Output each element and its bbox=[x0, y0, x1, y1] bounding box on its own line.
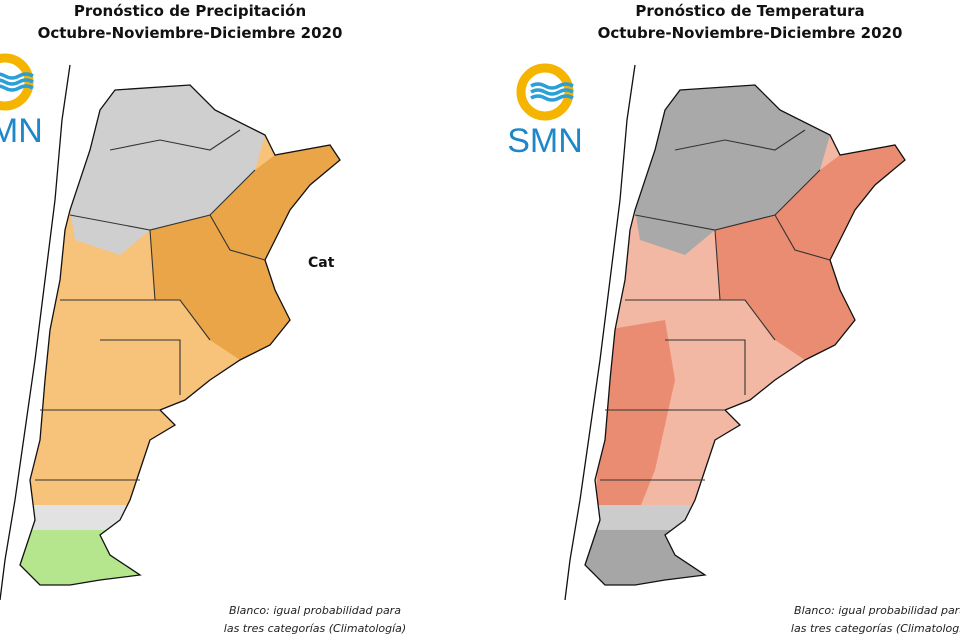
province-border bbox=[674, 129, 806, 151]
title: Pronóstico de Temperatura bbox=[635, 2, 864, 20]
province-border bbox=[109, 129, 241, 151]
note: Blanco: igual probabilidad para bbox=[229, 604, 401, 617]
region-south bbox=[585, 530, 905, 585]
province-border bbox=[634, 169, 821, 231]
logo-wave bbox=[0, 78, 34, 86]
region-east bbox=[150, 145, 340, 360]
subtitle: Octubre-Noviembre-Diciembre 2020 bbox=[38, 24, 343, 42]
province-border bbox=[665, 339, 746, 395]
logo-wave bbox=[530, 88, 574, 96]
title: Pronóstico de Precipitación bbox=[74, 2, 306, 20]
logo-wave bbox=[0, 72, 34, 80]
region-west bbox=[595, 320, 675, 520]
map-label: Cat bbox=[308, 255, 335, 271]
precipitation-panel: Pronóstico de Precipitación Octubre-Novie… bbox=[0, 2, 406, 635]
coastline bbox=[0, 64, 71, 601]
province-border bbox=[714, 229, 776, 341]
logo-wave bbox=[530, 82, 574, 90]
logo-text: SMN bbox=[0, 112, 43, 150]
region-north bbox=[635, 85, 830, 255]
province-border bbox=[100, 339, 181, 395]
province-border bbox=[774, 214, 831, 261]
note: las tres categorías (Climatología) bbox=[224, 622, 406, 635]
province-border bbox=[69, 169, 256, 231]
region-north bbox=[70, 85, 265, 255]
subtitle: Octubre-Noviembre-Diciembre 2020 bbox=[598, 24, 903, 42]
note: Blanco: igual probabilidad para bbox=[794, 604, 960, 617]
province-border bbox=[149, 229, 211, 341]
logo-text: SMN bbox=[507, 122, 583, 160]
logo-wave bbox=[530, 94, 574, 102]
note: las tres categorías (Climatología bbox=[791, 622, 960, 635]
region-south bbox=[20, 530, 340, 585]
coastline bbox=[564, 64, 636, 601]
province-border bbox=[209, 214, 266, 261]
country-outline bbox=[19, 84, 341, 586]
logo-wave bbox=[0, 84, 34, 92]
country-outline bbox=[584, 84, 906, 586]
region-east bbox=[715, 145, 905, 360]
temperature-panel: Pronóstico de Temperatura Octubre-Noviemb… bbox=[507, 2, 960, 635]
